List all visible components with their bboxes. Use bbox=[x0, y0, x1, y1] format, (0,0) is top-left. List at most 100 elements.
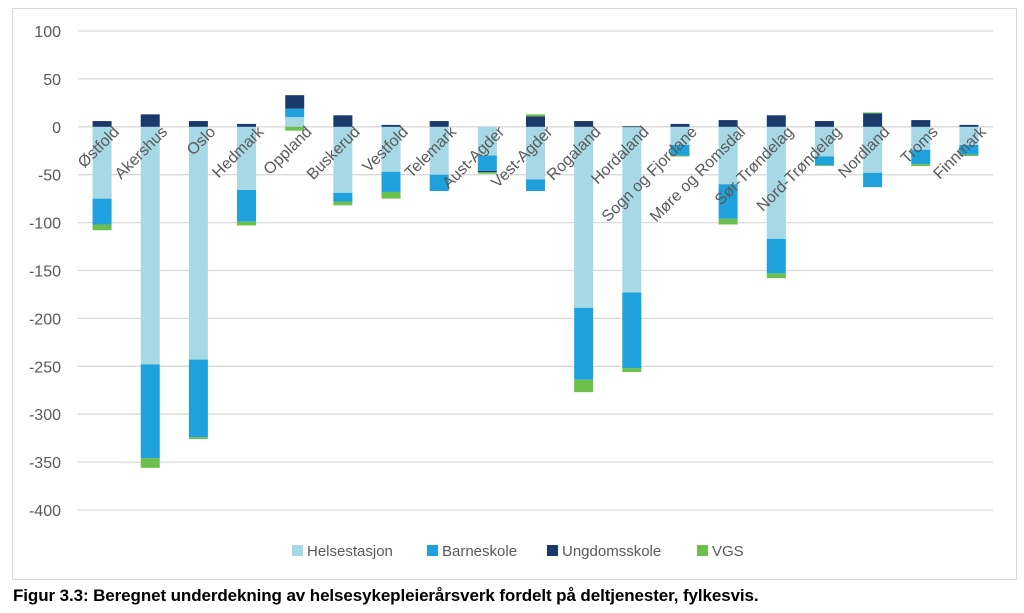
bar-stack bbox=[140, 114, 160, 468]
bar-stack bbox=[381, 124, 401, 199]
bar-segment-barneskole bbox=[574, 307, 594, 380]
bar-segment-helsestasjon bbox=[718, 126, 738, 185]
bars bbox=[92, 95, 979, 468]
bar-stack bbox=[718, 120, 738, 225]
bar-segment-helsestasjon bbox=[381, 126, 401, 172]
bar-stack bbox=[863, 112, 883, 188]
bar-segment-vgs bbox=[92, 224, 112, 231]
bar-segment-helsestasjon bbox=[766, 126, 786, 239]
bar-segment-barneskole bbox=[140, 364, 160, 459]
bar-segment-helsestasjon bbox=[911, 126, 931, 150]
legend-swatch bbox=[292, 545, 303, 556]
bar-segment-vgs bbox=[526, 114, 545, 117]
bar-segment-ungdomsskole bbox=[188, 121, 208, 127]
bar-segment-vgs bbox=[477, 172, 497, 174]
legend: Helsestasjon Barneskole Ungdomsskole VGS bbox=[292, 543, 744, 560]
bar-segment-vgs bbox=[718, 218, 738, 225]
bar-segment-helsestasjon bbox=[140, 126, 160, 365]
bar-stack bbox=[766, 115, 786, 279]
y-tick-label: -400 bbox=[29, 503, 61, 520]
bar-segment-barneskole bbox=[477, 155, 497, 171]
bar-segment-ungdomsskole bbox=[814, 121, 834, 127]
y-tick-label: 50 bbox=[43, 72, 61, 89]
figure-caption: Figur 3.3: Beregnet underdekning av hels… bbox=[13, 586, 759, 605]
bar-segment-barneskole bbox=[959, 145, 979, 155]
bar-segment-ungdomsskole bbox=[863, 113, 883, 127]
bar-segment-helsestasjon bbox=[574, 126, 594, 308]
bar-segment-ungdomsskole bbox=[766, 115, 786, 127]
bar-segment-ungdomsskole bbox=[477, 170, 497, 173]
gridlines bbox=[78, 30, 993, 511]
bar-stack bbox=[574, 121, 594, 393]
bar-stack bbox=[429, 121, 449, 191]
legend-label: Barneskole bbox=[442, 543, 517, 560]
y-tick-label: -200 bbox=[29, 311, 61, 328]
bar-segment-helsestasjon bbox=[285, 117, 305, 127]
y-tick-label: 100 bbox=[34, 24, 61, 41]
y-tick-label: -50 bbox=[38, 168, 61, 185]
bar-segment-ungdomsskole bbox=[526, 116, 545, 127]
bar-segment-ungdomsskole bbox=[237, 123, 257, 127]
bar-segment-vgs bbox=[188, 437, 208, 440]
bar-segment-barneskole bbox=[814, 156, 834, 166]
y-tick-label: -250 bbox=[29, 359, 61, 376]
bar-segment-helsestasjon bbox=[477, 126, 497, 156]
bar-segment-vgs bbox=[670, 155, 690, 157]
bar-stack bbox=[477, 126, 497, 174]
y-axis-tick-labels: 100 50 0 -50 -100 -150 -200 -250 -300 -350 -400 bbox=[29, 24, 61, 520]
bar-stack bbox=[285, 95, 305, 131]
bar-segment-vgs bbox=[911, 164, 931, 167]
bar-stack bbox=[959, 124, 979, 157]
bar-segment-ungdomsskole bbox=[718, 120, 738, 127]
bar-segment-helsestasjon bbox=[814, 126, 834, 157]
legend-label: Helsestasjon bbox=[307, 543, 393, 560]
bar-segment-helsestasjon bbox=[622, 126, 642, 293]
bar-segment-barneskole bbox=[526, 179, 545, 191]
bar-segment-vgs bbox=[814, 165, 834, 167]
bar-segment-ungdomsskole bbox=[911, 120, 931, 127]
bar-segment-ungdomsskole bbox=[381, 124, 401, 127]
legend-item: Barneskole bbox=[427, 543, 517, 560]
bar-segment-vgs bbox=[766, 273, 786, 279]
bar-stack bbox=[670, 123, 690, 157]
bar-segment-ungdomsskole bbox=[140, 114, 160, 127]
bar-segment-vgs bbox=[622, 368, 642, 373]
bar-segment-ungdomsskole bbox=[429, 121, 449, 127]
bar-segment-helsestasjon bbox=[670, 126, 690, 146]
bar-segment-barneskole bbox=[333, 192, 353, 202]
y-tick-label: -150 bbox=[29, 264, 61, 281]
bar-segment-vgs bbox=[140, 458, 160, 468]
bar-stack bbox=[92, 121, 112, 231]
bar-segment-helsestasjon bbox=[429, 126, 449, 175]
bar-segment-barneskole bbox=[622, 292, 642, 369]
legend-item: Helsestasjon bbox=[292, 543, 393, 560]
bar-segment-vgs bbox=[863, 112, 883, 114]
bar-segment-helsestasjon bbox=[92, 126, 112, 199]
bar-segment-vgs bbox=[959, 154, 979, 157]
bar-segment-helsestasjon bbox=[959, 126, 979, 146]
y-tick-label: -300 bbox=[29, 407, 61, 424]
bar-segment-vgs bbox=[574, 379, 594, 393]
legend-label: Ungdomsskole bbox=[562, 543, 661, 560]
legend-label: VGS bbox=[712, 543, 744, 560]
bar-segment-barneskole bbox=[188, 359, 208, 438]
bar-stack bbox=[814, 121, 834, 167]
chart-frame bbox=[12, 8, 1017, 580]
bar-segment-barneskole bbox=[237, 190, 257, 222]
bar-segment-barneskole bbox=[670, 145, 690, 156]
legend-item: Ungdomsskole bbox=[547, 543, 661, 560]
bar-segment-barneskole bbox=[911, 149, 931, 165]
bar-segment-barneskole bbox=[766, 238, 786, 274]
bar-segment-ungdomsskole bbox=[959, 124, 979, 127]
bar-stack bbox=[622, 126, 642, 373]
bar-segment-vgs bbox=[381, 191, 401, 199]
bar-segment-barneskole bbox=[381, 171, 401, 192]
legend-swatch bbox=[427, 545, 438, 556]
bar-segment-vgs bbox=[333, 201, 353, 206]
bar-segment-barneskole bbox=[285, 108, 305, 118]
bar-segment-ungdomsskole bbox=[92, 121, 112, 127]
bar-segment-ungdomsskole bbox=[622, 126, 642, 128]
legend-swatch bbox=[547, 545, 558, 556]
bar-segment-ungdomsskole bbox=[285, 95, 305, 109]
